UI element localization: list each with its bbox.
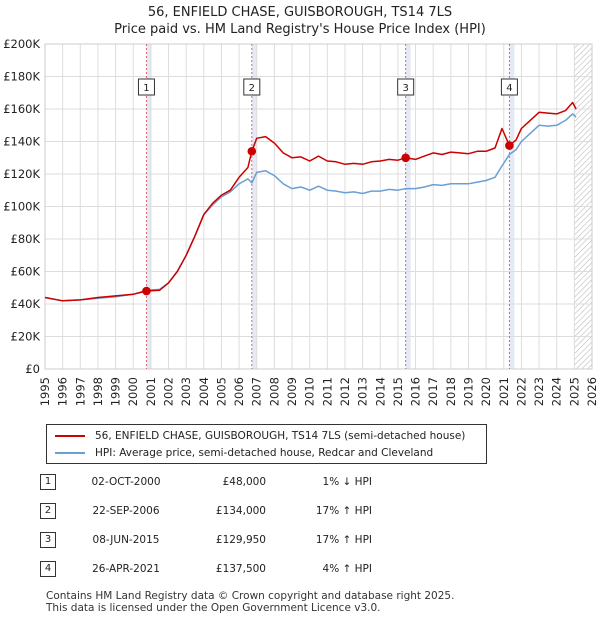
sale-price: £48,000 (222, 476, 266, 488)
sale-price: £129,950 (215, 534, 266, 546)
sale-date: 26-APR-2021 (92, 563, 160, 575)
x-tick-label: 2003 (179, 377, 193, 406)
sale-marker-number: 4 (40, 561, 56, 577)
x-tick-label: 2025 (567, 377, 581, 406)
y-tick-label: £180K (3, 70, 40, 84)
x-tick-label: 2020 (479, 377, 493, 406)
x-tick-label: 2019 (461, 377, 475, 406)
x-tick-label: 2014 (373, 377, 387, 406)
sale-marker-number: 2 (40, 503, 56, 519)
footer-line-2: This data is licensed under the Open Gov… (46, 602, 381, 614)
plot-border (44, 43, 593, 370)
sale-marker-box (397, 78, 415, 96)
x-tick-label: 1999 (109, 377, 123, 406)
sale-hpi-diff: 17% ↑ HPI (315, 534, 372, 546)
x-tick-label: 2015 (391, 377, 405, 406)
footer-line-1: Contains HM Land Registry data © Crown c… (46, 590, 455, 602)
sales-table: 1 02-OCT-2000 £48,000 1% ↓ HPI 2 22-SEP-… (40, 472, 460, 588)
table-row: 3 08-JUN-2015 £129,950 17% ↑ HPI (40, 530, 460, 559)
sale-point (505, 141, 514, 150)
legend-item-property: 56, ENFIELD CHASE, GUISBOROUGH, TS14 7LS… (55, 430, 465, 442)
x-tick-label: 2021 (497, 377, 511, 406)
sale-point (247, 146, 257, 156)
legend-label-property: 56, ENFIELD CHASE, GUISBOROUGH, TS14 7LS… (95, 430, 466, 442)
table-row: 1 02-OCT-2000 £48,000 1% ↓ HPI (40, 472, 460, 501)
footer-attribution: Contains HM Land Registry data © Crown c… (46, 590, 454, 614)
sale-hpi-diff: 4% ↑ HPI (322, 563, 372, 575)
sale-marker-number: 3 (40, 532, 56, 548)
sale-point (401, 153, 410, 163)
x-tick-label: 2005 (214, 377, 228, 406)
sale-hpi-diff: 1% ↓ HPI (322, 476, 372, 488)
table-row: 4 26-APR-2021 £137,500 4% ↑ HPI (40, 559, 460, 588)
x-tick-label: 2000 (126, 377, 140, 406)
x-tick-label: 2008 (267, 377, 281, 406)
y-tick-label: £20K (11, 330, 41, 344)
x-tick-label: 2017 (426, 377, 440, 406)
sale-marker-number: 1 (40, 474, 56, 490)
sale-marker-box (137, 78, 155, 96)
x-tick-label: 1998 (91, 377, 105, 406)
y-tick-label: £40K (11, 297, 41, 311)
x-tick-label: 2016 (409, 377, 423, 406)
legend-label-hpi: HPI: Average price, semi-detached house,… (95, 447, 434, 459)
legend-item-hpi: HPI: Average price, semi-detached house,… (55, 447, 433, 459)
x-tick-label: 2001 (144, 377, 158, 406)
chart-subtitle: Price paid vs. HM Land Registry's House … (114, 22, 486, 37)
y-tick-label: £0 (25, 362, 40, 376)
x-tick-label: 2013 (356, 377, 370, 406)
sale-marker-box (500, 78, 518, 96)
chart-title-block: 56, ENFIELD CHASE, GUISBOROUGH, TS14 7LS… (0, 4, 600, 38)
table-row: 2 22-SEP-2006 £134,000 17% ↑ HPI (40, 501, 460, 530)
x-tick-label: 1995 (38, 377, 52, 406)
property-series-line (44, 101, 577, 302)
x-tick-label: 2012 (338, 377, 352, 406)
x-tick-label: 2002 (162, 377, 176, 406)
x-tick-label: 1997 (73, 377, 87, 406)
x-tick-label: 2023 (532, 377, 546, 406)
price-chart: £0 £20K £40K £60K £80K £100K £120K £140K £160K £1… (3, 37, 599, 406)
y-tick-label: £100K (3, 200, 40, 214)
sale-marker-label: 2 (249, 83, 255, 94)
sale-marker-label: 1 (143, 83, 149, 94)
sale-date: 08-JUN-2015 (92, 534, 160, 546)
y-tick-label: £120K (3, 167, 40, 181)
x-tick-label: 2007 (250, 377, 264, 406)
x-tick-label: 2018 (444, 377, 458, 406)
sale-marker-label: 3 (402, 83, 408, 94)
y-tick-label: £80K (11, 232, 41, 246)
x-tick-label: 2010 (303, 377, 317, 406)
sale-marker-box (243, 78, 261, 96)
sale-marker-label: 4 (506, 83, 512, 94)
y-tick-label: £60K (11, 265, 41, 279)
x-tick-label: 2022 (514, 377, 528, 406)
chart-title: 56, ENFIELD CHASE, GUISBOROUGH, TS14 7LS (147, 5, 453, 20)
legend-swatch-property (55, 435, 85, 437)
y-tick-label: £160K (3, 102, 40, 116)
x-tick-label: 2006 (232, 377, 246, 406)
y-tick-label: £200K (3, 37, 40, 51)
legend-swatch-hpi (55, 452, 85, 454)
sale-hpi-diff: 17% ↑ HPI (315, 505, 372, 517)
sale-point (142, 286, 151, 296)
sale-price: £134,000 (215, 505, 266, 517)
sale-date: 22-SEP-2006 (92, 505, 160, 517)
x-tick-label: 2011 (320, 377, 334, 406)
x-tick-label: 1996 (56, 377, 70, 406)
x-tick-label: 2024 (550, 377, 564, 406)
chart-legend: 56, ENFIELD CHASE, GUISBOROUGH, TS14 7LS… (46, 424, 487, 464)
y-tick-label: £140K (3, 135, 40, 149)
sale-date: 02-OCT-2000 (91, 476, 161, 488)
x-tick-label: 2026 (585, 377, 599, 406)
x-tick-label: 2009 (285, 377, 299, 406)
sale-price: £137,500 (215, 563, 266, 575)
x-tick-label: 2004 (197, 377, 211, 406)
